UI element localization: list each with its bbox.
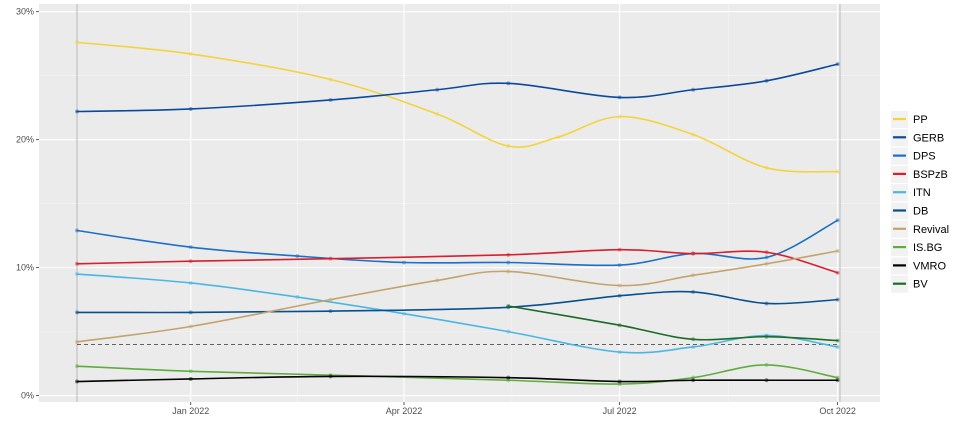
series-line-bv [507, 305, 839, 342]
series-line-itn [76, 273, 839, 354]
reference-lines [76, 4, 841, 402]
y-tick-label: 30% [16, 7, 34, 17]
legend-label-db: DB [913, 206, 928, 218]
series-line-is-bg [76, 364, 839, 385]
x-tick-label: Apr 2022 [386, 406, 423, 416]
y-tick-label: 20% [16, 135, 34, 145]
legend: PP GERB DPS BSPzB ITN DB Revival IS.BG VMRO BV [891, 111, 949, 293]
x-tick-label: Oct 2022 [819, 406, 856, 416]
y-tick-label: 0% [21, 391, 34, 401]
series-lines [75, 40, 840, 387]
x-tick-label: Jan 2022 [172, 406, 209, 416]
series-line-bspzb [76, 248, 839, 274]
series-line-revival [76, 250, 839, 343]
grid-lines [39, 4, 880, 402]
legend-label-pp: PP [913, 114, 928, 126]
legend-label-gerb: GERB [913, 132, 944, 144]
series-line-gerb [76, 63, 839, 113]
series-line-dps [76, 219, 839, 267]
legend-label-itn: ITN [913, 187, 931, 199]
legend-label-dps: DPS [913, 151, 936, 163]
legend-label-bspzb: BSPzB [913, 169, 948, 181]
axes: 0% 10% 20% 30% Jan 2022 Apr 2022 Jul 2022 Oct 2… [16, 7, 856, 416]
series-line-vmro [76, 375, 839, 383]
plot-panel [39, 4, 880, 402]
x-tick-label: Jul 2022 [603, 406, 637, 416]
legend-label-is-bg: IS.BG [913, 242, 942, 254]
legend-label-revival: Revival [913, 224, 949, 236]
y-tick-label: 10% [16, 263, 34, 273]
series-line-pp [76, 41, 839, 173]
legend-label-vmro: VMRO [913, 260, 946, 272]
legend-label-bv: BV [913, 279, 928, 291]
